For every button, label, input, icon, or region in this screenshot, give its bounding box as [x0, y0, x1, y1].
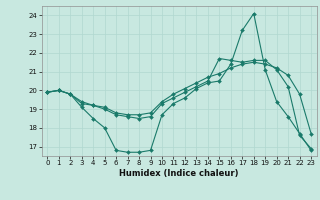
- X-axis label: Humidex (Indice chaleur): Humidex (Indice chaleur): [119, 169, 239, 178]
